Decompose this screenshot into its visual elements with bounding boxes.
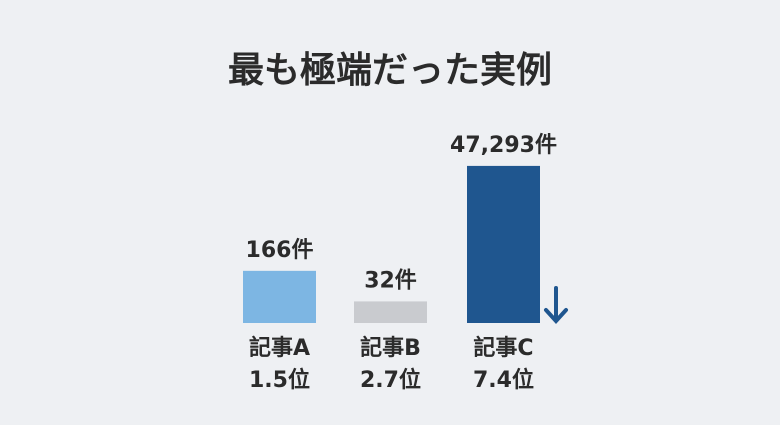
bar [243, 270, 316, 323]
value-label: 47,293件 [450, 133, 557, 158]
category-label: 記事C [473, 335, 533, 361]
rank-label: 7.4位 [473, 367, 534, 393]
down-arrow [544, 286, 568, 324]
bar [354, 301, 427, 323]
rank-label: 1.5位 [249, 367, 310, 393]
category-label: 記事A [249, 335, 310, 361]
category-label: 記事B [360, 335, 421, 361]
rank-label: 2.7位 [360, 367, 421, 393]
value-label: 166件 [246, 238, 314, 263]
chart-title: 最も極端だった実例 [228, 50, 552, 91]
bar [467, 165, 540, 323]
value-label: 32件 [364, 268, 417, 293]
